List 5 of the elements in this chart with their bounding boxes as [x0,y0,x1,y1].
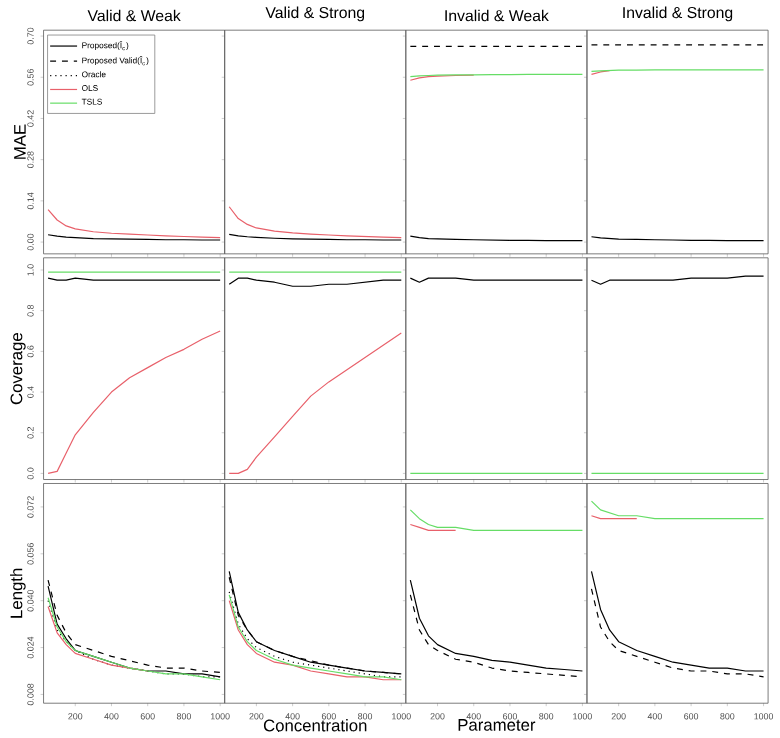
y-axis-title: Length [10,568,26,618]
x-axis-title: Parameter [458,719,536,731]
y-axis-title: Coverage [10,333,26,405]
y-axis-title: MAE [14,124,26,159]
x-axis-title: Concentration [263,719,367,732]
